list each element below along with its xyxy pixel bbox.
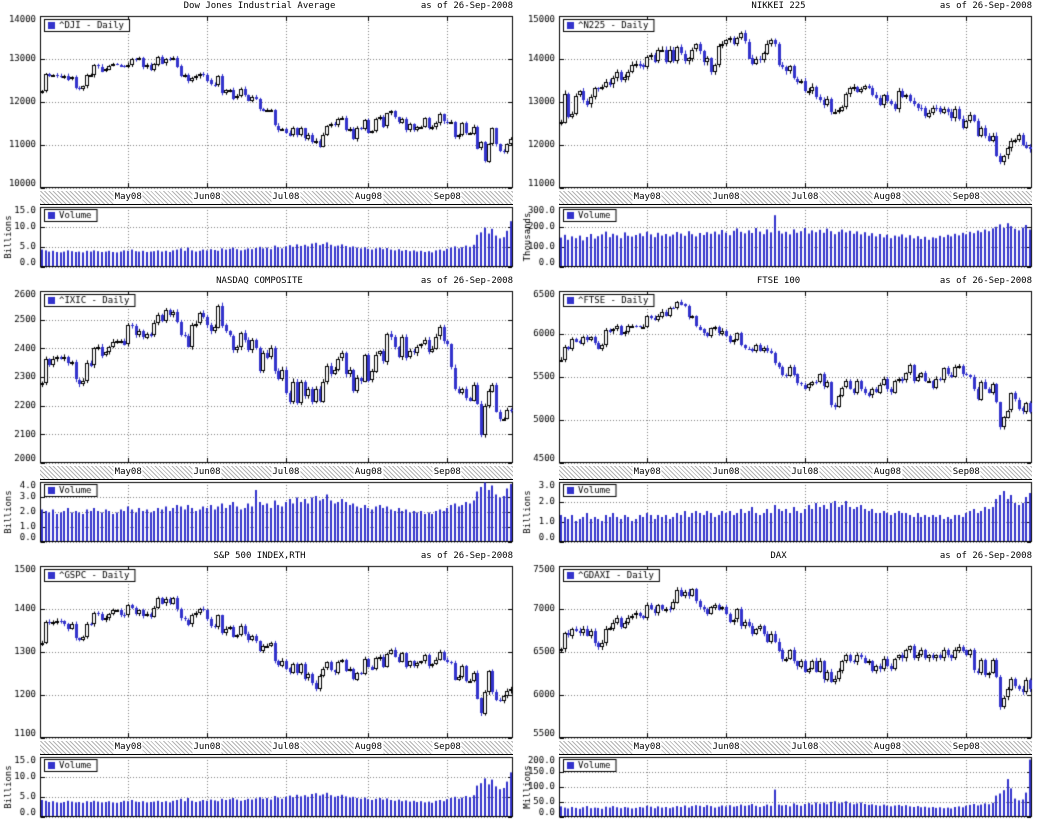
as-of-date: as of 26-Sep-2008 [420,1,513,11]
x-axis-month-label: Jun08 [711,191,741,204]
volume-chart-canvas [519,205,1038,269]
chart-header: NASDAQ COMPOSITE as of 26-Sep-2008 [0,275,519,288]
chart-panel-dow-jones: Dow Jones Industrial Average as of 26-Se… [0,0,519,275]
x-axis-month-label: Sep08 [951,741,981,754]
price-chart-canvas [0,563,519,741]
as-of-date: as of 26-Sep-2008 [939,276,1032,286]
x-axis-month-label: Jul08 [271,191,301,204]
volume-chart-canvas [0,205,519,269]
x-axis-month-label: May08 [113,191,143,204]
chart-header: DAX as of 26-Sep-2008 [519,550,1038,563]
chart-title: S&P 500 INDEX,RTH [213,551,306,561]
x-axis-month-label: Aug08 [872,191,903,204]
x-axis-month-label: Aug08 [353,741,384,754]
x-axis-band: May08 Jun08 Jul08 Aug08 Sep08 [40,191,513,205]
volume-chart-canvas [0,480,519,544]
x-axis-month-label: May08 [113,741,143,754]
x-axis-month-label: Aug08 [872,741,903,754]
price-chart-canvas [519,288,1038,466]
x-axis-band: May08 Jun08 Jul08 Aug08 Sep08 [40,466,513,480]
chart-title: NASDAQ COMPOSITE [216,276,303,286]
price-chart-canvas [519,13,1038,191]
x-axis-band: May08 Jun08 Jul08 Aug08 Sep08 [559,741,1032,755]
x-axis-month-label: Aug08 [353,191,384,204]
chart-panel-nikkei-225: NIKKEI 225 as of 26-Sep-2008 May08 Jun08 J… [519,0,1038,275]
chart-header: S&P 500 INDEX,RTH as of 26-Sep-2008 [0,550,519,563]
x-axis-month-label: May08 [113,466,143,479]
chart-panel-nasdaq-composite: NASDAQ COMPOSITE as of 26-Sep-2008 May08… [0,275,519,550]
x-axis-month-label: Jun08 [192,741,222,754]
x-axis-month-label: Jul08 [271,466,301,479]
x-axis-month-label: Jun08 [192,466,222,479]
price-chart-canvas [519,563,1038,741]
volume-chart-canvas [519,755,1038,819]
x-axis-month-label: Jul08 [790,741,820,754]
x-axis-month-label: Jun08 [711,741,741,754]
x-axis-month-label: May08 [632,466,662,479]
x-axis-month-label: Aug08 [353,466,384,479]
x-axis-band: May08 Jun08 Jul08 Aug08 Sep08 [559,466,1032,480]
x-axis-month-label: May08 [632,191,662,204]
x-axis-month-label: Jul08 [790,466,820,479]
x-axis-month-label: Sep08 [432,191,462,204]
chart-header: NIKKEI 225 as of 26-Sep-2008 [519,0,1038,13]
chart-panel-dax: DAX as of 26-Sep-2008 May08 Jun08 Jul08 Aug… [519,550,1038,825]
price-chart-canvas [0,13,519,191]
x-axis-band: May08 Jun08 Jul08 Aug08 Sep08 [40,741,513,755]
volume-chart-canvas [0,755,519,819]
x-axis-month-label: Jul08 [271,741,301,754]
x-axis-month-label: Sep08 [432,741,462,754]
as-of-date: as of 26-Sep-2008 [420,276,513,286]
x-axis-month-label: Jun08 [192,191,222,204]
x-axis-month-label: May08 [632,741,662,754]
volume-chart-canvas [519,480,1038,544]
as-of-date: as of 26-Sep-2008 [939,1,1032,11]
x-axis-month-label: Sep08 [951,466,981,479]
x-axis-month-label: Jun08 [711,466,741,479]
chart-title: Dow Jones Industrial Average [183,1,336,11]
chart-header: Dow Jones Industrial Average as of 26-Se… [0,0,519,13]
x-axis-month-label: Aug08 [872,466,903,479]
x-axis-month-label: Sep08 [432,466,462,479]
price-chart-canvas [0,288,519,466]
chart-title: NIKKEI 225 [751,1,806,11]
as-of-date: as of 26-Sep-2008 [939,551,1032,561]
x-axis-month-label: Sep08 [951,191,981,204]
chart-panel-sp500: S&P 500 INDEX,RTH as of 26-Sep-2008 May0… [0,550,519,825]
x-axis-month-label: Jul08 [790,191,820,204]
x-axis-band: May08 Jun08 Jul08 Aug08 Sep08 [559,191,1032,205]
chart-title: DAX [770,551,787,561]
chart-title: FTSE 100 [756,276,801,286]
chart-panel-ftse-100: FTSE 100 as of 26-Sep-2008 May08 Jun08 Jul… [519,275,1038,550]
chart-header: FTSE 100 as of 26-Sep-2008 [519,275,1038,288]
as-of-date: as of 26-Sep-2008 [420,551,513,561]
